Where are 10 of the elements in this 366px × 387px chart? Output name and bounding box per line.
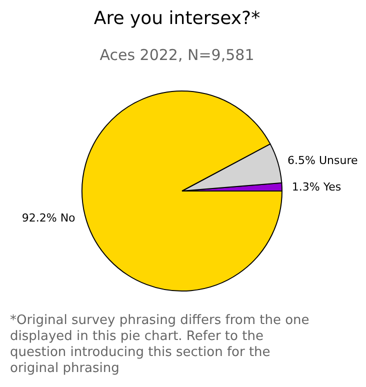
chart-title: Are you intersex?*: [92, 8, 262, 29]
data-label: 6.5%: [288, 153, 316, 166]
slice-label: Yes: [322, 180, 342, 194]
slice-label: No: [60, 211, 76, 224]
pie-slice: [82, 90, 282, 292]
slice-label: Unsure: [318, 153, 358, 166]
data-label: 92.2%: [22, 211, 57, 224]
text: *Original survey phrasing differs from the one displayed in this pie chart. Refer to the question introducing this section for the original phrasing: [10, 313, 310, 377]
data-label: 1.3%: [292, 180, 320, 194]
chart-subtitle: Aces 2022, N=9,581: [98, 46, 256, 64]
